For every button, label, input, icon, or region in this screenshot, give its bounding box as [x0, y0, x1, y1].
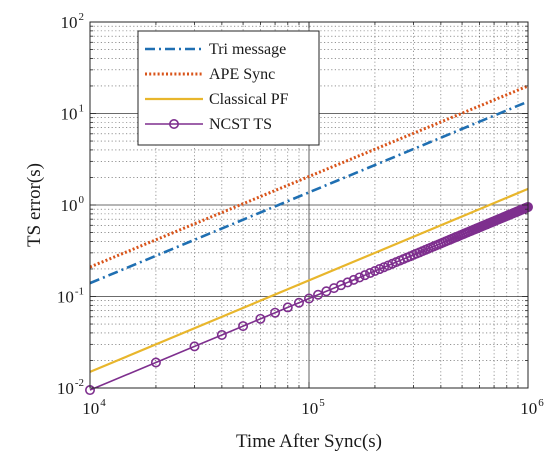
legend-item: NCST TS	[145, 116, 272, 133]
y-tick-label-exponent: 1	[79, 103, 85, 115]
x-tick-label-base: 10	[82, 399, 99, 418]
y-tick-label: 10 -1	[57, 286, 84, 307]
y-tick-label-exponent: -2	[75, 377, 84, 389]
y-tick-label-exponent: -1	[75, 286, 84, 298]
data-point	[303, 293, 314, 304]
data-point	[255, 313, 266, 324]
legend-item: APE Sync	[145, 66, 275, 83]
series-layer	[85, 84, 533, 396]
data-point	[150, 357, 161, 368]
x-tick-label-exponent: 4	[100, 397, 106, 409]
legend-item: Tri message	[145, 41, 286, 58]
series-line-3	[89, 187, 529, 373]
y-tick-label-exponent: 0	[79, 194, 85, 206]
data-point	[365, 268, 376, 279]
data-point	[293, 297, 304, 308]
legend-label: APE Sync	[209, 66, 275, 83]
x-tick-label: 10 6	[520, 397, 544, 418]
y-tick-label: 10 1	[61, 103, 85, 124]
x-tick-label-base: 10	[520, 399, 537, 418]
data-point	[374, 264, 385, 275]
legend-label: Tri message	[209, 41, 286, 58]
x-tick-label-exponent: 5	[319, 397, 325, 409]
x-tick-label-exponent: 6	[538, 397, 544, 409]
data-point	[189, 341, 200, 352]
y-tick-label: 10 -2	[57, 377, 84, 398]
x-axis-label: Time After Sync(s)	[236, 431, 382, 452]
y-tick-label: 10 0	[61, 194, 85, 215]
data-point	[369, 265, 380, 276]
x-tick-label: 10 4	[82, 397, 106, 418]
y-tick-label-exponent: 2	[79, 11, 85, 23]
tick-marks	[89, 21, 529, 389]
legend-item: Classical PF	[145, 91, 289, 108]
legend-label: Classical PF	[209, 91, 289, 108]
y-tick-label-base: 10	[57, 379, 74, 398]
y-tick-label-base: 10	[61, 196, 78, 215]
data-point	[354, 272, 365, 283]
data-point	[270, 307, 281, 318]
data-point	[342, 277, 353, 288]
tick-labels: 10 4 10 5 10 610 -210 -110 010 110 2	[57, 11, 544, 418]
data-point	[216, 329, 227, 340]
y-tick-label-base: 10	[61, 105, 78, 124]
y-tick-label: 10 2	[61, 11, 85, 32]
y-tick-label-base: 10	[57, 288, 74, 307]
series-line-1	[89, 100, 529, 285]
data-point	[348, 274, 359, 285]
data-point	[282, 302, 293, 313]
x-tick-label: 10 5	[301, 397, 325, 418]
data-point	[313, 289, 324, 300]
y-axis-label: TS error(s)	[24, 163, 45, 247]
legend-label: NCST TS	[209, 116, 272, 133]
data-point	[359, 270, 370, 281]
legend-marker	[169, 119, 180, 130]
series-line-2	[89, 84, 529, 269]
legend: Tri message APE Sync Classical PF NCST TS	[137, 30, 320, 146]
data-point	[238, 321, 249, 332]
y-tick-label-base: 10	[61, 13, 78, 32]
x-tick-label-base: 10	[301, 399, 318, 418]
